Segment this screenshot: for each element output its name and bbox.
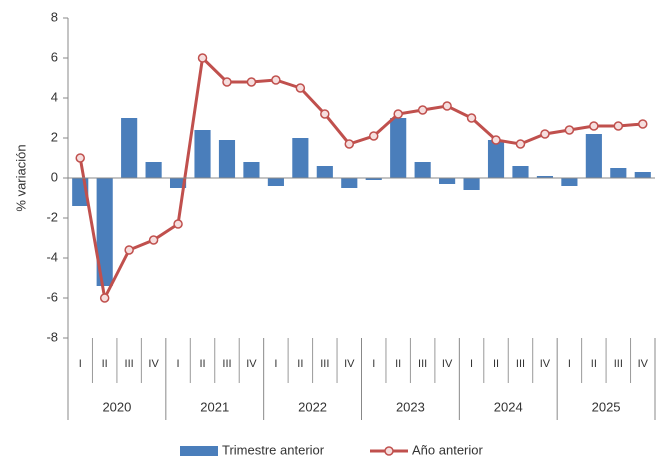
bar xyxy=(145,162,162,178)
bar xyxy=(121,118,138,178)
line-marker xyxy=(515,139,526,149)
bar xyxy=(292,138,309,178)
x-tick-label: II xyxy=(395,358,401,370)
y-tick-label: -4 xyxy=(46,249,58,264)
line-marker xyxy=(271,75,281,85)
bar xyxy=(218,140,236,178)
y-tick-label: -8 xyxy=(46,329,58,344)
x-tick-label: IV xyxy=(442,358,453,370)
y-tick-label: 8 xyxy=(51,9,58,24)
line-marker xyxy=(124,245,134,255)
x-tick-label: II xyxy=(591,358,597,370)
x-tick-label: IV xyxy=(540,358,551,370)
bar xyxy=(610,168,627,178)
line-marker xyxy=(589,121,599,131)
x-tick-label: I xyxy=(274,358,277,370)
y-tick-label: 0 xyxy=(51,169,58,184)
x-tick-label: III xyxy=(516,358,525,370)
y-tick-label: 4 xyxy=(51,89,58,104)
x-tick-label: I xyxy=(568,358,571,370)
x-tick-label: II xyxy=(102,358,108,370)
y-tick-label: 2 xyxy=(51,129,58,144)
y-tick-label: 6 xyxy=(51,49,58,64)
line-marker xyxy=(466,113,477,123)
x-tick-label: I xyxy=(470,358,473,370)
bar xyxy=(169,178,187,188)
line-marker xyxy=(148,235,159,245)
bar xyxy=(414,162,431,178)
x-tick-label: II xyxy=(493,358,499,370)
bar xyxy=(316,166,333,178)
y-tick-label: -6 xyxy=(46,289,58,304)
x-tick-label: III xyxy=(418,358,427,370)
line-marker xyxy=(320,109,330,119)
legend-swatch xyxy=(384,446,394,456)
year-label: 2023 xyxy=(396,399,425,414)
bar xyxy=(267,178,284,186)
line-marker xyxy=(222,77,232,87)
bar xyxy=(365,178,382,180)
bar xyxy=(194,130,211,178)
bar xyxy=(243,162,260,178)
legend-label: Trimestre anterior xyxy=(222,442,325,457)
x-tick-label: III xyxy=(125,358,134,370)
x-tick-label: II xyxy=(297,358,303,370)
line-marker xyxy=(246,77,257,87)
line-marker xyxy=(442,101,452,111)
x-tick-label: IV xyxy=(246,358,257,370)
year-label: 2025 xyxy=(592,399,621,414)
line-marker xyxy=(393,109,403,119)
line-marker xyxy=(638,119,648,129)
bar xyxy=(585,134,602,178)
bar xyxy=(536,176,554,178)
legend-label: Año anterior xyxy=(412,442,483,457)
x-tick-label: I xyxy=(372,358,375,370)
bar xyxy=(341,178,358,188)
bar xyxy=(487,140,505,178)
year-label: 2022 xyxy=(298,399,327,414)
line-marker xyxy=(491,135,501,145)
year-label: 2020 xyxy=(102,399,131,414)
x-tick-label: III xyxy=(320,358,329,370)
x-tick-label: I xyxy=(177,358,180,370)
line-marker xyxy=(99,293,110,303)
bar xyxy=(463,178,480,190)
line-marker xyxy=(564,125,575,135)
line-marker xyxy=(197,53,208,63)
x-tick-label: III xyxy=(222,358,231,370)
bar xyxy=(390,118,407,178)
x-tick-label: II xyxy=(199,358,205,370)
line-marker xyxy=(417,105,428,115)
line-marker xyxy=(368,131,379,141)
line-marker xyxy=(344,139,355,149)
line-marker xyxy=(173,219,183,229)
line-marker xyxy=(75,153,85,163)
line-marker xyxy=(540,129,550,139)
legend-swatch xyxy=(180,446,218,456)
x-tick-label: I xyxy=(79,358,82,370)
year-label: 2024 xyxy=(494,399,523,414)
bar xyxy=(96,178,113,286)
x-tick-label: IV xyxy=(148,358,159,370)
bar xyxy=(439,178,456,184)
year-label: 2021 xyxy=(200,399,229,414)
bar xyxy=(512,166,529,178)
x-tick-label: IV xyxy=(344,358,355,370)
line-marker xyxy=(613,121,624,131)
bar xyxy=(561,178,578,186)
x-tick-label: III xyxy=(614,358,623,370)
line-marker xyxy=(295,83,306,93)
bar xyxy=(634,172,651,178)
y-axis-label: % variación xyxy=(13,144,28,211)
y-tick-label: -2 xyxy=(46,209,58,224)
x-tick-label: IV xyxy=(638,358,649,370)
